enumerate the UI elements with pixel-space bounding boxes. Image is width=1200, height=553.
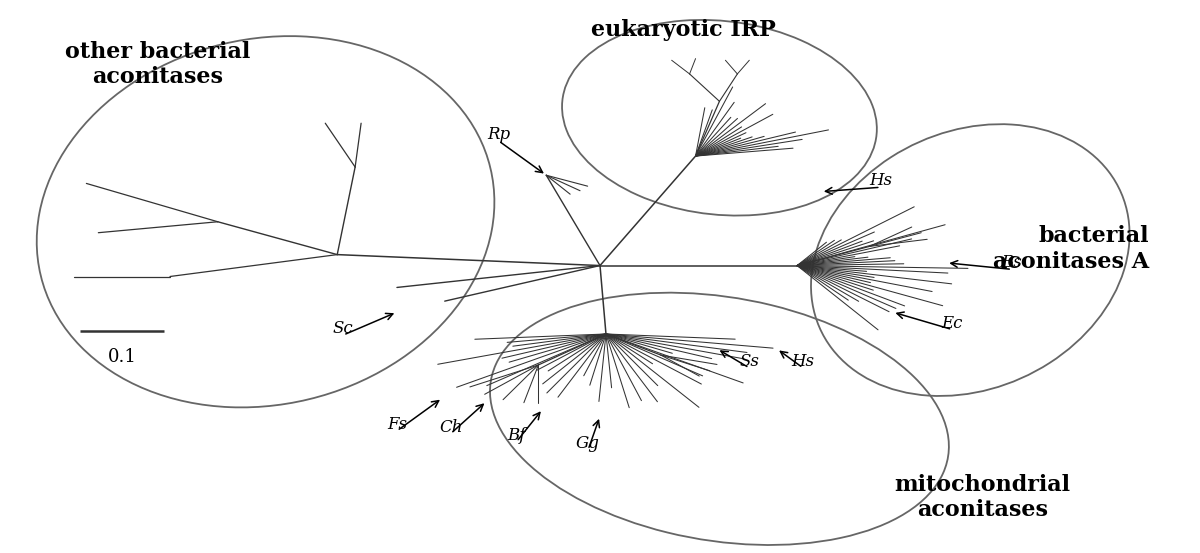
Text: 0.1: 0.1 bbox=[108, 348, 137, 366]
Text: Fs: Fs bbox=[386, 416, 407, 433]
Text: Gg: Gg bbox=[576, 435, 600, 452]
Text: Bs: Bs bbox=[1002, 254, 1022, 272]
Text: Ch: Ch bbox=[439, 419, 462, 436]
Text: Bf: Bf bbox=[508, 427, 526, 444]
Text: Hs: Hs bbox=[869, 172, 892, 189]
Text: Rp: Rp bbox=[487, 126, 510, 143]
Text: mitochondrial
aconitases: mitochondrial aconitases bbox=[894, 473, 1070, 521]
Text: other bacterial
aconitases: other bacterial aconitases bbox=[66, 41, 251, 88]
Text: Hs: Hs bbox=[792, 353, 815, 370]
Text: Ec: Ec bbox=[942, 315, 964, 332]
Text: eukaryotic IRP: eukaryotic IRP bbox=[592, 19, 776, 41]
Text: Ss: Ss bbox=[739, 353, 760, 370]
Text: Sc: Sc bbox=[332, 320, 354, 337]
Text: bacterial
aconitases A: bacterial aconitases A bbox=[994, 226, 1150, 273]
